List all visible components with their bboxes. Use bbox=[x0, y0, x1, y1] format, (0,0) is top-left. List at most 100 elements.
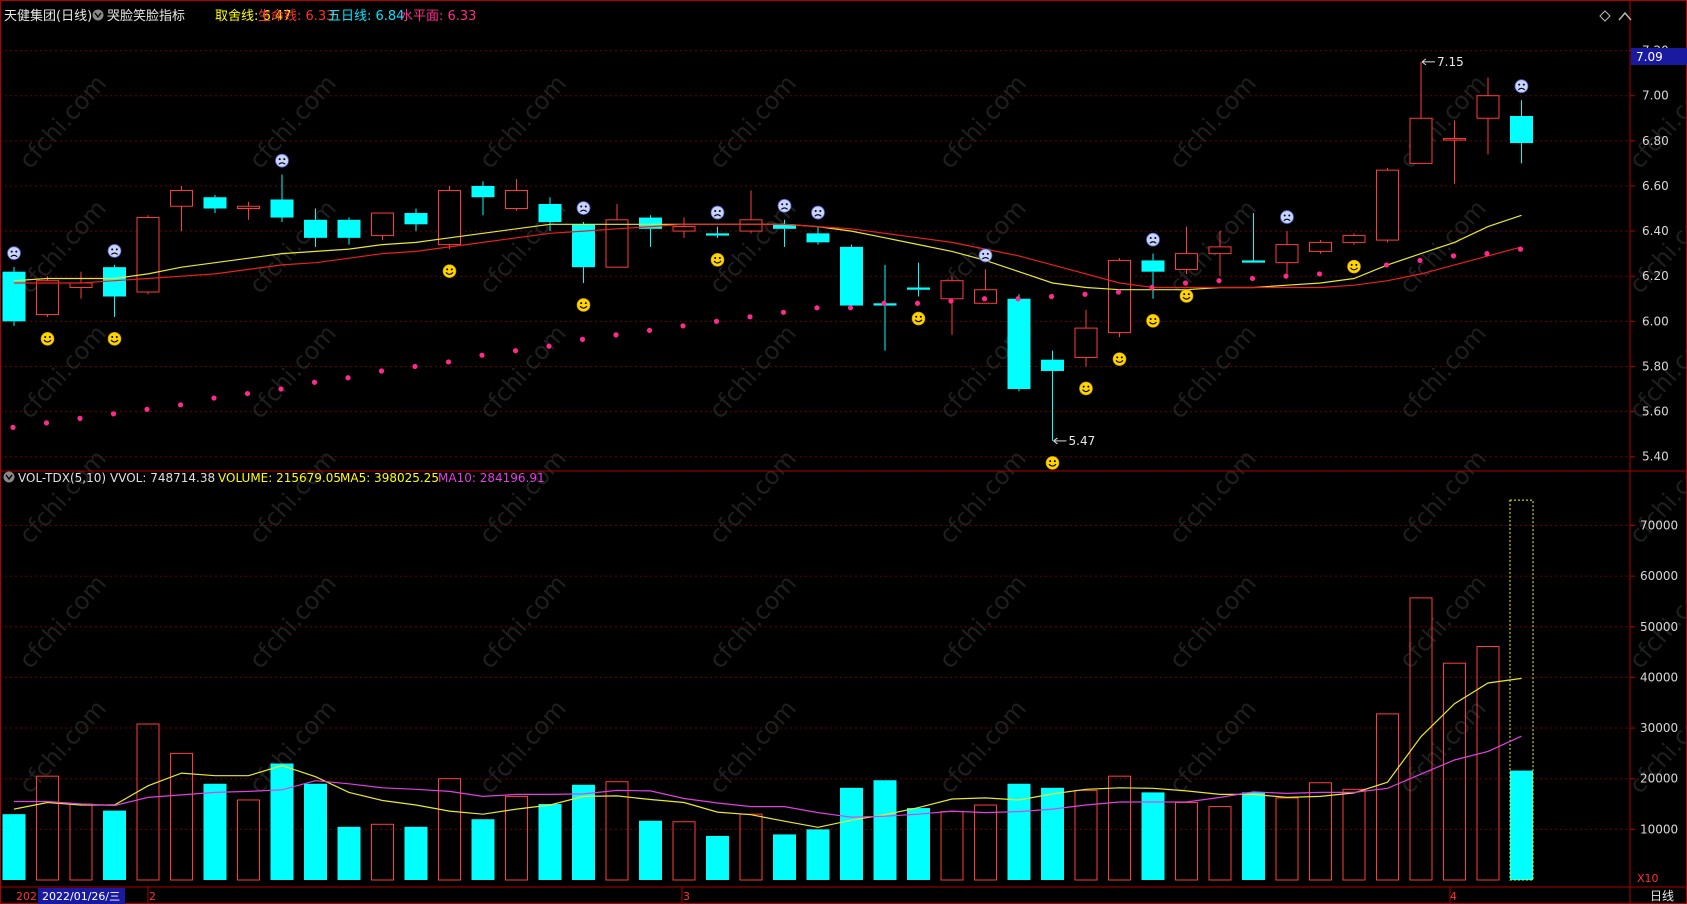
volume-bar bbox=[940, 811, 964, 881]
level-dot bbox=[1249, 275, 1256, 282]
candle-body bbox=[371, 212, 394, 237]
volume-bar bbox=[2, 814, 26, 880]
candle-body bbox=[270, 199, 294, 218]
volume-bar bbox=[1275, 797, 1299, 881]
param-shengming: 生命线: 6.33 bbox=[258, 8, 334, 24]
candle-body bbox=[2, 271, 26, 322]
candle-body bbox=[1409, 117, 1433, 164]
watermark-text: cfchi.com bbox=[474, 444, 572, 549]
face-eye bbox=[1154, 237, 1157, 240]
volume-ma5-line bbox=[13, 677, 1522, 828]
candle-body bbox=[404, 213, 428, 225]
level-dot bbox=[244, 390, 251, 397]
level-dot bbox=[43, 420, 50, 426]
candle-body bbox=[605, 219, 629, 268]
chevron-up-icon[interactable] bbox=[1618, 11, 1632, 21]
volume-toggle-icon[interactable] bbox=[3, 471, 15, 483]
level-dot bbox=[378, 368, 385, 374]
face-mouth bbox=[43, 339, 52, 343]
price-tick-label: 7.00 bbox=[1642, 89, 1669, 103]
watermark-text: cfchi.com bbox=[704, 319, 802, 424]
frown-face-icon bbox=[107, 244, 122, 258]
face-eye bbox=[584, 205, 587, 208]
candle-body bbox=[538, 204, 562, 223]
volume-bar bbox=[1242, 792, 1265, 880]
face-disc bbox=[1347, 259, 1361, 274]
diamond-icon[interactable] bbox=[1599, 10, 1611, 22]
period-button[interactable]: 日线 bbox=[1650, 889, 1674, 903]
smile-face-icon bbox=[1045, 456, 1060, 470]
watermark-text: cfchi.com bbox=[1164, 319, 1262, 424]
extreme-label: 5.47 bbox=[1069, 434, 1096, 448]
smile-face-icon bbox=[442, 264, 457, 278]
level-dot bbox=[110, 411, 117, 417]
level-dot bbox=[981, 296, 988, 302]
ma-line-layer bbox=[13, 214, 1522, 291]
face-eye bbox=[718, 257, 721, 260]
volume-header: VOL-TDX(5,10) VVOL: 748714.38 VOLUME: 21… bbox=[3, 471, 545, 485]
price-tick-label: 6.20 bbox=[1642, 269, 1669, 283]
volume-bar bbox=[270, 763, 294, 880]
face-eye bbox=[48, 336, 51, 339]
level-dot bbox=[144, 406, 150, 412]
volume-bar bbox=[404, 826, 428, 880]
volume-bar bbox=[840, 787, 863, 880]
volume-bar bbox=[572, 784, 595, 880]
volume-bar bbox=[672, 821, 696, 881]
param-shuiping: 水平面: 6.33 bbox=[400, 9, 476, 24]
candle-body bbox=[773, 224, 796, 229]
face-disc bbox=[811, 205, 825, 220]
volume-bar bbox=[237, 799, 260, 881]
face-mouth bbox=[1149, 241, 1157, 244]
volume-bar bbox=[1342, 788, 1366, 881]
smile-face-icon bbox=[1347, 259, 1361, 274]
level-dot bbox=[613, 332, 619, 338]
face-eye bbox=[1522, 83, 1525, 86]
volume-tick-label: 40000 bbox=[1640, 670, 1678, 684]
face-eye bbox=[1154, 317, 1157, 320]
smile-face-icon bbox=[1079, 381, 1093, 396]
face-eye bbox=[1288, 214, 1291, 217]
chevron-down-icon bbox=[5, 474, 13, 481]
level-dot bbox=[713, 318, 720, 324]
bottom-bar: 2022 2022/01/26/三 2 3 4 日线 X10 bbox=[16, 872, 1674, 904]
volume-bar bbox=[103, 810, 126, 880]
indicator-name[interactable]: 哭脸笑脸指标 bbox=[107, 8, 185, 24]
face-eye bbox=[1120, 356, 1123, 359]
candle-body bbox=[136, 217, 160, 293]
face-eye bbox=[785, 203, 788, 206]
watermark-text: cfchi.com bbox=[244, 319, 342, 424]
indicator-toggle-icon[interactable] bbox=[92, 9, 104, 21]
face-eye bbox=[1116, 356, 1119, 359]
candle-body bbox=[1275, 244, 1299, 264]
face-eye bbox=[915, 315, 918, 318]
date-cursor-box bbox=[38, 888, 125, 904]
smile-face-icon bbox=[911, 311, 926, 326]
face-disc bbox=[442, 264, 457, 278]
level-dot bbox=[512, 348, 519, 354]
candle-body bbox=[706, 233, 729, 236]
volume-bar bbox=[773, 834, 796, 880]
volume-bar bbox=[907, 808, 930, 880]
watermark-text: cfchi.com bbox=[1164, 569, 1262, 674]
candle-body bbox=[1007, 298, 1031, 390]
level-dot bbox=[546, 343, 552, 349]
month-4-label: 4 bbox=[1450, 890, 1457, 903]
watermark-text: cfchi.com bbox=[1624, 194, 1687, 299]
candle-body bbox=[1074, 327, 1098, 358]
level-dot bbox=[1082, 291, 1088, 297]
face-eye bbox=[15, 250, 18, 253]
volume-indicator-name[interactable]: VOL-TDX(5,10) bbox=[18, 471, 106, 485]
face-mouth bbox=[1115, 359, 1124, 363]
smile-face-icon bbox=[1112, 352, 1127, 366]
candle-body bbox=[337, 219, 361, 238]
candle-body bbox=[739, 219, 763, 232]
watermark-layer: cfchi.com cfchi.com cfchi.com cfchi.com cfch… bbox=[14, 69, 1687, 799]
face-eye bbox=[714, 209, 717, 212]
frown-face-icon bbox=[1514, 79, 1529, 94]
face-disc bbox=[777, 198, 792, 213]
face-disc bbox=[978, 248, 993, 263]
candle-body bbox=[505, 189, 528, 210]
level-dot bbox=[814, 305, 820, 311]
stock-title[interactable]: 天健集团(日线) bbox=[4, 8, 92, 24]
